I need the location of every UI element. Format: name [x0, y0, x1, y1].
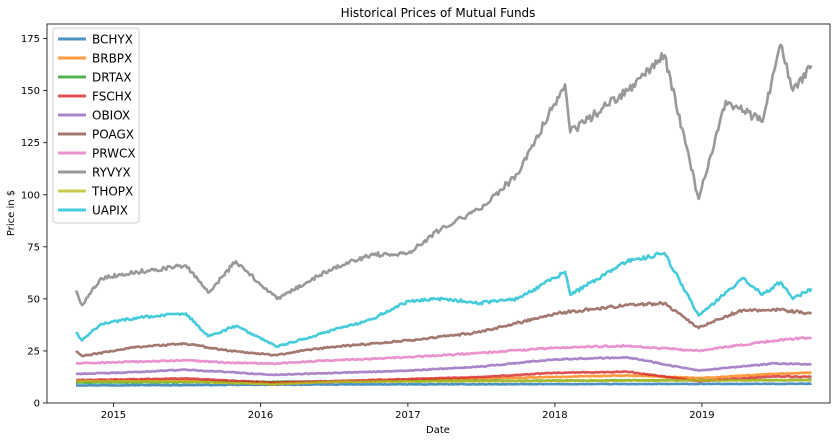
- legend-label-bchyx: BCHYX: [92, 33, 133, 47]
- y-tick-label: 125: [21, 138, 40, 149]
- legend-label-fschx: FSCHX: [92, 90, 132, 104]
- y-tick-label: 175: [21, 34, 40, 45]
- legend-label-thopx: THOPX: [91, 185, 133, 199]
- legend: BCHYX BRBPX DRTAX FSCHX OBIOX POAGX PRWCX RYVYX…: [52, 27, 140, 224]
- x-tick-label: 2016: [248, 410, 273, 421]
- chart-title: Historical Prices of Mutual Funds: [341, 6, 536, 20]
- legend-label-poagx: POAGX: [92, 128, 134, 142]
- series-line-thopx: [75, 378, 812, 386]
- series-line-uapix: [75, 251, 813, 349]
- legend-items: BCHYX BRBPX DRTAX FSCHX OBIOX POAGX PRWCX RYVYX…: [58, 33, 136, 218]
- y-tick-label: 100: [21, 190, 40, 201]
- series-line-poagx: [75, 300, 812, 358]
- legend-label-obiox: OBIOX: [92, 109, 130, 123]
- x-tick-label: 2019: [689, 410, 714, 421]
- x-tick-label: 2018: [542, 410, 567, 421]
- plot-area: 2015 2016 2017 2018 2019 0 25 50 75 100 125 150 175: [21, 23, 831, 421]
- plot-frame: [46, 23, 831, 404]
- y-axis-ticks: 0 25 50 75 100 125 150 175: [21, 34, 47, 410]
- series-line-prwcx: [75, 336, 813, 366]
- x-tick-label: 2015: [101, 410, 126, 421]
- legend-label-drtax: DRTAX: [92, 71, 132, 85]
- series-line-obiox: [76, 355, 812, 377]
- legend-label-uapix: UAPIX: [92, 204, 128, 218]
- x-axis-label: Date: [426, 425, 450, 436]
- y-axis-label: Price in $: [6, 190, 17, 236]
- y-tick-label: 0: [34, 399, 40, 410]
- y-tick-label: 75: [27, 242, 40, 253]
- y-tick-label: 50: [27, 294, 40, 305]
- legend-label-brbpx: BRBPX: [92, 52, 132, 66]
- y-tick-label: 150: [21, 86, 40, 97]
- legend-label-prwcx: PRWCX: [92, 147, 136, 161]
- x-tick-label: 2017: [395, 410, 420, 421]
- series-layer: [74, 43, 813, 387]
- y-tick-label: 25: [27, 346, 40, 357]
- x-axis-ticks: 2015 2016 2017 2018 2019: [101, 403, 715, 421]
- series-line-ryvyx: [74, 43, 813, 307]
- series-line-bchyx: [75, 382, 812, 387]
- legend-label-ryvyx: RYVYX: [92, 166, 131, 180]
